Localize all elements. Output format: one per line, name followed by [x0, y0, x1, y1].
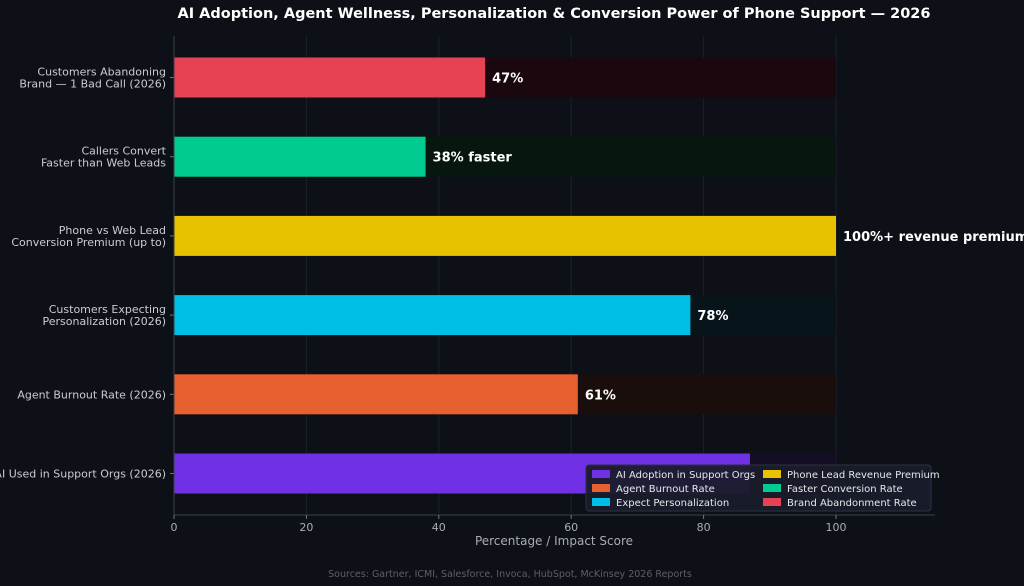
x-tick-label-1: 20: [299, 521, 313, 534]
category-label-4: Agent Burnout Rate (2026): [17, 388, 166, 401]
category-label-1: Callers Convert Faster than Web Leads: [41, 145, 167, 170]
legend-swatch-1: [592, 484, 610, 492]
legend-box: [585, 464, 932, 512]
category-label-2: Phone vs Web Lead Conversion Premium (up …: [11, 224, 166, 249]
bar-value-label-3: 78%: [697, 309, 728, 324]
legend-label-4: Faster Conversion Rate: [787, 484, 903, 495]
legend: AI Adoption in Support Orgs Agent Burnout…: [585, 464, 940, 512]
legend-swatch-4: [763, 484, 781, 492]
x-axis-title: Percentage / Impact Score: [475, 534, 633, 548]
bar-value-label-0: 47%: [492, 72, 523, 87]
legend-swatch-5: [763, 498, 781, 506]
bar-2: [174, 215, 836, 256]
x-tick-label-0: 0: [171, 521, 178, 534]
bar-0: [174, 57, 486, 98]
bar-value-label-2: 100%+ revenue premium: [843, 230, 1024, 245]
x-tick-label-2: 40: [432, 521, 446, 534]
axes: Customers Abandoning Brand — 1 Bad Call (…: [0, 36, 935, 534]
legend-label-1: Agent Burnout Rate: [616, 484, 715, 495]
x-tick-label-3: 60: [564, 521, 578, 534]
legend-swatch-0: [592, 470, 610, 478]
source-note: Sources: Gartner, ICMI, Salesforce, Invo…: [328, 569, 692, 580]
bar-1: [174, 136, 426, 177]
legend-label-2: Expect Personalization: [616, 498, 729, 509]
legend-label-0: AI Adoption in Support Orgs: [616, 470, 755, 481]
bar-3: [174, 295, 691, 336]
legend-label-5: Brand Abandonment Rate: [787, 498, 917, 509]
category-label-3: Customers Expecting Personalization (2026…: [43, 303, 166, 328]
bar-value-label-1: 38% faster: [433, 151, 513, 166]
grid-lines: [173, 36, 837, 515]
x-tick-label-4: 80: [697, 521, 711, 534]
bars: 47% 38% faster 100%+ revenue premium 78% 61%: [174, 57, 1024, 494]
legend-label-3: Phone Lead Revenue Premium: [787, 470, 940, 481]
bar-4: [174, 374, 578, 415]
chart-title: AI Adoption, Agent Wellness, Personaliza…: [178, 6, 931, 22]
bar-value-label-4: 61%: [585, 388, 616, 403]
legend-swatch-2: [592, 498, 610, 506]
legend-swatch-3: [763, 470, 781, 478]
category-label-0: Customers Abandoning Brand — 1 Bad Call (…: [19, 66, 166, 91]
x-tick-label-5: 100: [826, 521, 847, 534]
category-label-5: AI Used in Support Orgs (2026): [0, 468, 166, 481]
